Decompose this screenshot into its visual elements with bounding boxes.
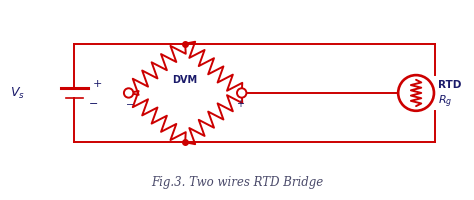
Text: DVM: DVM bbox=[173, 75, 198, 85]
Text: +: + bbox=[92, 79, 102, 89]
Text: RTD: RTD bbox=[438, 80, 461, 90]
Circle shape bbox=[124, 88, 133, 98]
Text: Fig.3. Two wires RTD Bridge: Fig.3. Two wires RTD Bridge bbox=[151, 176, 323, 189]
Text: $-$: $-$ bbox=[126, 98, 135, 108]
Text: $-$: $-$ bbox=[88, 97, 98, 107]
Text: $V_s$: $V_s$ bbox=[10, 85, 25, 101]
Circle shape bbox=[237, 88, 246, 98]
Text: $R_g$: $R_g$ bbox=[438, 93, 452, 110]
Text: $+$: $+$ bbox=[236, 98, 245, 109]
